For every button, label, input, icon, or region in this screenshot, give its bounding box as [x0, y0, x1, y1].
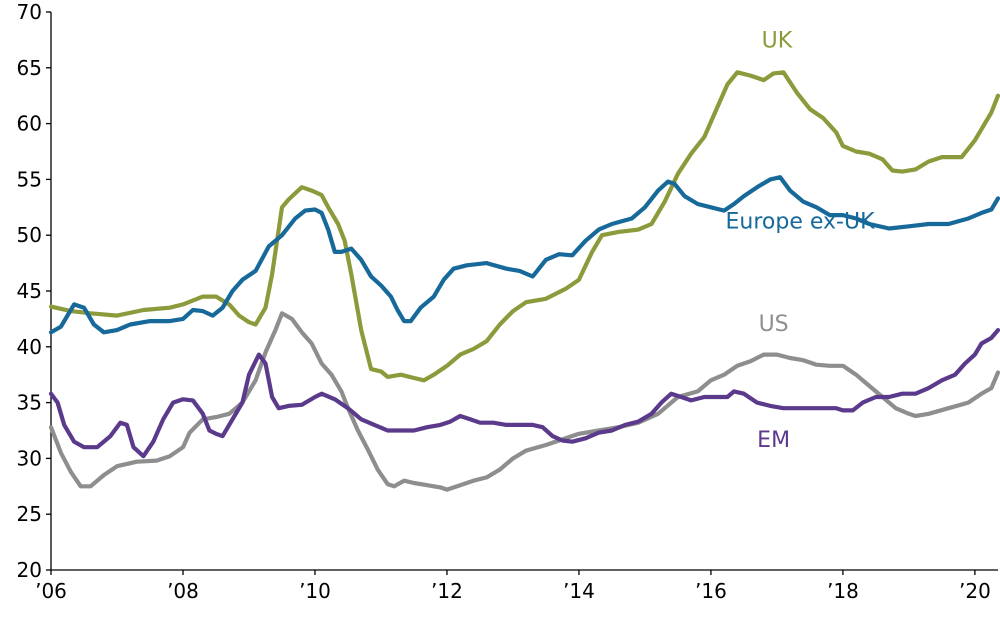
y-tick-label: 50: [17, 223, 42, 247]
series-line-em: [48, 328, 1000, 459]
y-tick-label: 55: [17, 167, 42, 191]
series-line-uk: [48, 70, 1000, 383]
y-tick-label: 25: [17, 502, 42, 526]
y-tick-label: 35: [17, 391, 42, 415]
y-tick-label: 60: [17, 112, 42, 136]
y-tick-label: 65: [17, 56, 42, 80]
y-tick-label: 70: [17, 0, 42, 24]
series-label-em: EM: [757, 428, 790, 453]
y-tick-label: 30: [17, 446, 42, 470]
x-tick-label: ’20: [959, 579, 991, 603]
series-labels: UK Europe ex-UK US EM: [726, 29, 876, 454]
x-tick-label: ’10: [299, 579, 331, 603]
x-tick-label: ’18: [827, 579, 859, 603]
series-line-us: [48, 311, 1000, 492]
x-tick-label: ’16: [695, 579, 727, 603]
y-tick-label: 20: [17, 558, 42, 582]
series-lines: [48, 70, 1000, 492]
y-tick-label: 40: [17, 335, 42, 359]
x-tick-label: ’14: [563, 579, 595, 603]
series-label-us: US: [759, 312, 789, 337]
x-tick-label: ’08: [167, 579, 199, 603]
axes: 20 25 30 35 40 45 50 55 60 65 70 ’06 ’08 ’10 ’12 ’14 ’16…: [17, 0, 998, 603]
series-label-uk: UK: [762, 29, 793, 54]
x-tick-label: ’06: [35, 579, 67, 603]
x-tick-label: ’12: [431, 579, 463, 603]
y-tick-label: 45: [17, 279, 42, 303]
series-label-europe-ex-uk: Europe ex-UK: [726, 210, 876, 235]
series-line-europe-ex-uk: [48, 175, 1000, 335]
